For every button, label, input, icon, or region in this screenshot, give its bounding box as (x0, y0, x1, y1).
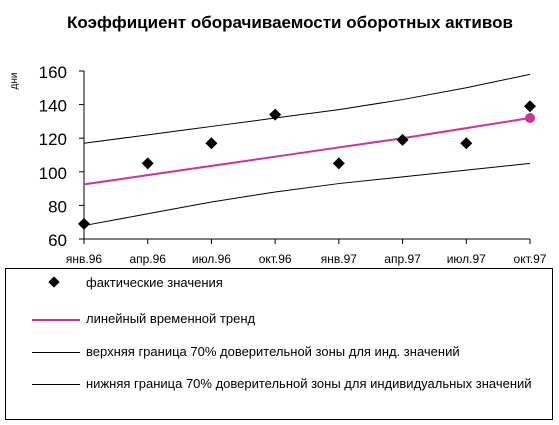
data-point-actual (269, 108, 282, 121)
chart-plot: 60 80 100 120 140 160 дни янв.96 апр.96 июл.96 окт… (9, 63, 547, 266)
x-tick-label: июл.97 (447, 252, 486, 266)
data-point-actual (332, 157, 345, 170)
series-upper-bound-line (83, 73, 531, 144)
legend: фактические значения линейный временной … (5, 268, 553, 420)
legend-label-lower: нижняя граница 70% доверительной зоны дл… (86, 376, 532, 391)
y-tick-label: 60 (48, 231, 67, 250)
legend-upper-line (32, 344, 80, 360)
data-point-actual (205, 137, 218, 150)
y-tick-label: 140 (39, 97, 67, 116)
trend-end-point (525, 113, 535, 124)
y-tick-label: 100 (39, 164, 67, 183)
legend-lower-line (32, 376, 80, 392)
x-tick-label: янв.96 (66, 252, 103, 266)
y-tick-label: 80 (48, 197, 67, 216)
legend-label-trend: линейный временной тренд (86, 311, 256, 326)
x-tick-label: апр.96 (129, 252, 166, 266)
data-point-actual (460, 137, 473, 150)
data-point-actual (141, 157, 154, 170)
x-tick-label: апр.97 (384, 252, 421, 266)
x-tick-label: окт.96 (259, 252, 292, 266)
data-point-actual (524, 100, 536, 113)
y-tick-label: 160 (39, 63, 67, 82)
x-tick-label: июл.96 (192, 252, 231, 266)
y-axis-label: дни (9, 73, 20, 90)
legend-label-upper: верхняя граница 70% доверительной зоны д… (86, 344, 460, 359)
series-lower-bound-line (83, 162, 531, 227)
data-point-actual (396, 133, 409, 146)
legend-label-actual: фактические значения (86, 275, 223, 290)
x-tick-label: янв.97 (321, 252, 358, 266)
chart-title: Коэффициент оборачиваемости оборотных ак… (67, 13, 513, 32)
data-point-actual (78, 217, 90, 230)
legend-trend-line (32, 311, 80, 327)
legend-diamond-marker (32, 275, 80, 291)
y-tick-label: 120 (39, 130, 67, 149)
series-trend-line (83, 117, 531, 186)
x-tick-label: окт.97 (514, 252, 547, 266)
